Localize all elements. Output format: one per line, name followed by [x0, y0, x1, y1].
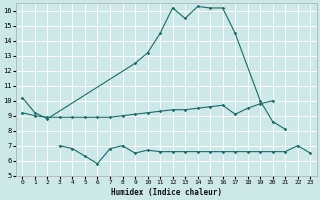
- X-axis label: Humidex (Indice chaleur): Humidex (Indice chaleur): [111, 188, 222, 197]
